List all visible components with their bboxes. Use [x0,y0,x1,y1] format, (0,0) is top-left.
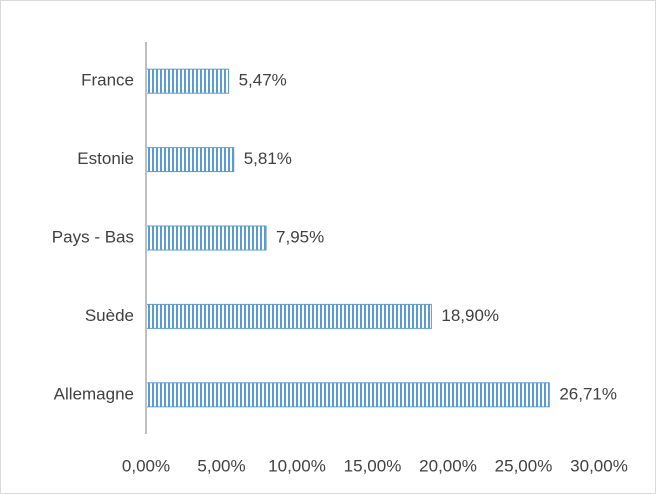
bar [145,225,267,251]
data-label: 26,71% [559,384,617,403]
x-tick-label: 5,00% [197,456,245,475]
x-tick-label: 30,00% [570,456,628,475]
y-tick-label: Suède [85,306,134,325]
x-tick-label: 20,00% [419,456,477,475]
data-label: 5,81% [244,149,292,168]
x-tick-label: 10,00% [268,456,326,475]
bar [145,147,235,173]
x-tick-label: 0,00% [122,456,170,475]
data-label: 18,90% [441,306,499,325]
y-tick-label: France [81,71,134,90]
y-tick-label: Estonie [77,149,134,168]
bar [145,303,432,329]
bar [145,68,230,94]
data-label: 7,95% [276,227,324,246]
data-label: 5,47% [239,71,287,90]
y-tick-label: Pays - Bas [52,227,134,246]
x-tick-label: 25,00% [495,456,553,475]
bar [145,382,550,408]
x-tick-label: 15,00% [344,456,402,475]
y-tick-label: Allemagne [54,384,134,403]
